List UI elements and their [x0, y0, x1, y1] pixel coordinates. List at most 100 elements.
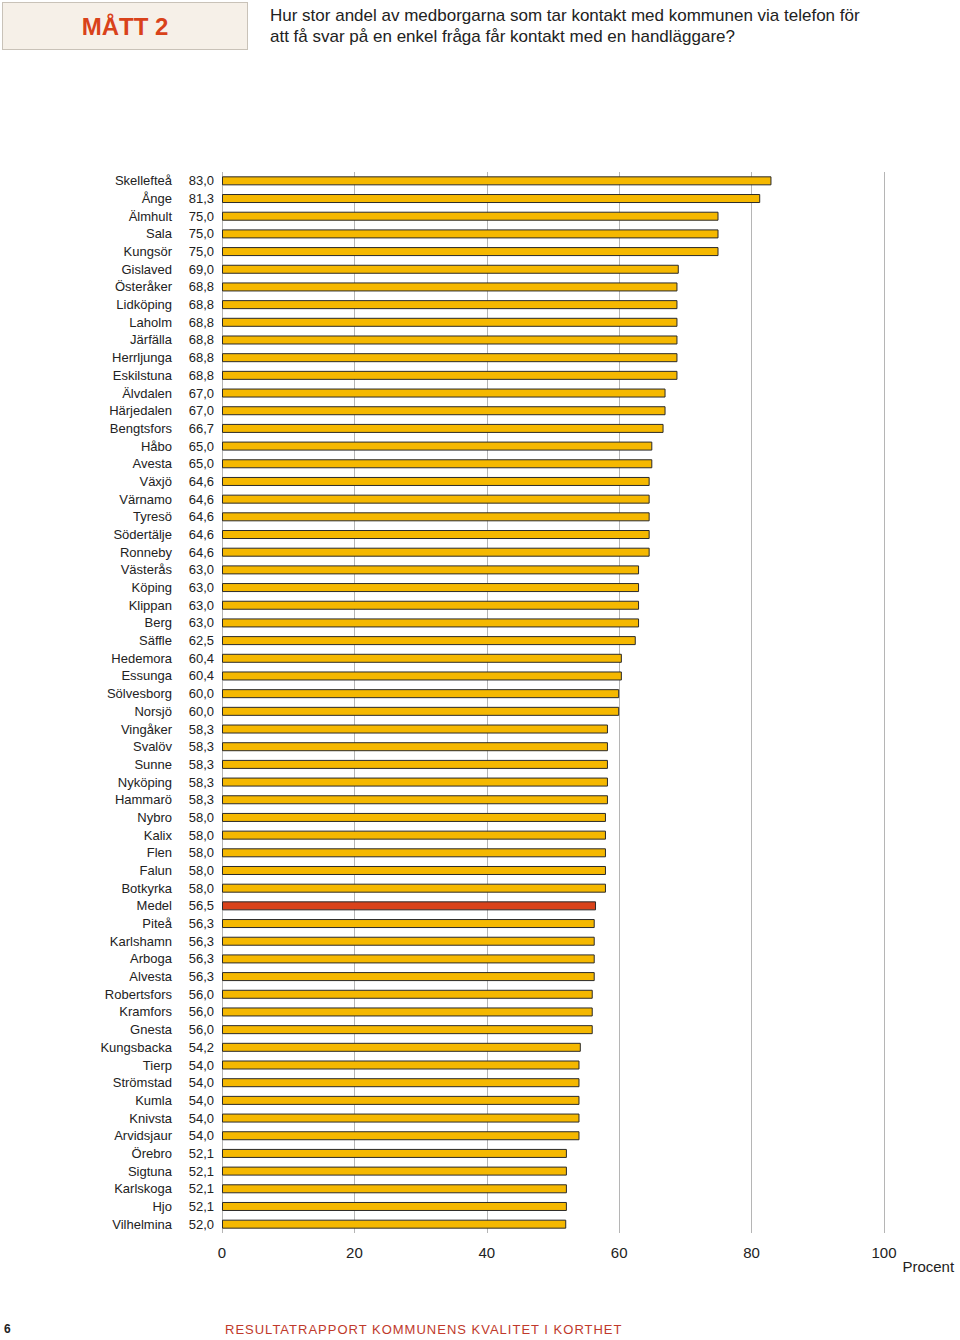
svg-text:100: 100 [871, 1244, 896, 1261]
svg-text:81,3: 81,3 [189, 191, 214, 206]
svg-text:56,3: 56,3 [189, 934, 214, 949]
svg-text:Vingåker: Vingåker [121, 722, 173, 737]
svg-text:Vilhelmina: Vilhelmina [112, 1217, 173, 1232]
svg-text:Gnesta: Gnesta [130, 1022, 173, 1037]
svg-text:Håbo: Håbo [141, 439, 172, 454]
svg-text:Eskilstuna: Eskilstuna [113, 368, 173, 383]
svg-text:Kramfors: Kramfors [119, 1004, 172, 1019]
svg-text:60,0: 60,0 [189, 704, 214, 719]
svg-text:0: 0 [218, 1244, 226, 1261]
svg-text:52,1: 52,1 [189, 1181, 214, 1196]
svg-text:56,0: 56,0 [189, 1004, 214, 1019]
svg-text:Bengtsfors: Bengtsfors [110, 421, 173, 436]
svg-text:20: 20 [346, 1244, 363, 1261]
svg-text:54,0: 54,0 [189, 1075, 214, 1090]
svg-text:Laholm: Laholm [129, 315, 172, 330]
svg-text:Norsjö: Norsjö [134, 704, 172, 719]
svg-text:68,8: 68,8 [189, 368, 214, 383]
svg-text:Sala: Sala [146, 226, 173, 241]
svg-text:58,0: 58,0 [189, 845, 214, 860]
svg-text:Alvesta: Alvesta [129, 969, 172, 984]
svg-text:52,1: 52,1 [189, 1164, 214, 1179]
svg-text:40: 40 [478, 1244, 495, 1261]
svg-text:Köping: Köping [132, 580, 172, 595]
svg-text:54,2: 54,2 [189, 1040, 214, 1055]
svg-text:Älvdalen: Älvdalen [122, 386, 172, 401]
svg-text:54,0: 54,0 [189, 1128, 214, 1143]
svg-text:64,6: 64,6 [189, 492, 214, 507]
svg-text:63,0: 63,0 [189, 562, 214, 577]
svg-text:58,0: 58,0 [189, 881, 214, 896]
svg-text:56,3: 56,3 [189, 951, 214, 966]
svg-text:Ronneby: Ronneby [120, 545, 173, 560]
svg-text:67,0: 67,0 [189, 386, 214, 401]
svg-text:Älmhult: Älmhult [129, 209, 173, 224]
svg-text:Karlshamn: Karlshamn [110, 934, 172, 949]
svg-text:60: 60 [611, 1244, 628, 1261]
svg-text:Knivsta: Knivsta [129, 1111, 172, 1126]
svg-text:52,0: 52,0 [189, 1217, 214, 1232]
svg-text:54,0: 54,0 [189, 1093, 214, 1108]
svg-text:Växjö: Växjö [139, 474, 172, 489]
svg-text:68,8: 68,8 [189, 315, 214, 330]
svg-text:58,3: 58,3 [189, 775, 214, 790]
svg-text:Falun: Falun [139, 863, 172, 878]
svg-text:Österåker: Österåker [115, 279, 173, 294]
svg-text:68,8: 68,8 [189, 332, 214, 347]
svg-text:52,1: 52,1 [189, 1146, 214, 1161]
svg-text:Klippan: Klippan [129, 598, 172, 613]
svg-text:Berg: Berg [145, 615, 172, 630]
svg-text:Hammarö: Hammarö [115, 792, 172, 807]
svg-text:Skellefteå: Skellefteå [115, 173, 173, 188]
svg-text:Värnamo: Värnamo [119, 492, 172, 507]
svg-text:68,8: 68,8 [189, 297, 214, 312]
svg-text:Kungsör: Kungsör [124, 244, 173, 259]
svg-text:Tyresö: Tyresö [133, 509, 172, 524]
svg-text:75,0: 75,0 [189, 226, 214, 241]
svg-text:52,1: 52,1 [189, 1199, 214, 1214]
svg-text:Gislaved: Gislaved [121, 262, 172, 277]
svg-text:Robertsfors: Robertsfors [105, 987, 173, 1002]
svg-text:Botkyrka: Botkyrka [121, 881, 172, 896]
svg-text:56,0: 56,0 [189, 1022, 214, 1037]
svg-text:Piteå: Piteå [142, 916, 172, 931]
svg-text:66,7: 66,7 [189, 421, 214, 436]
svg-text:80: 80 [743, 1244, 760, 1261]
svg-text:Karlskoga: Karlskoga [114, 1181, 173, 1196]
svg-text:58,3: 58,3 [189, 792, 214, 807]
svg-text:Kungsbacka: Kungsbacka [100, 1040, 172, 1055]
svg-text:Nybro: Nybro [137, 810, 172, 825]
svg-text:64,6: 64,6 [189, 474, 214, 489]
svg-text:63,0: 63,0 [189, 598, 214, 613]
svg-text:63,0: 63,0 [189, 615, 214, 630]
svg-text:Kalix: Kalix [144, 828, 173, 843]
svg-text:75,0: 75,0 [189, 209, 214, 224]
svg-text:68,8: 68,8 [189, 279, 214, 294]
svg-text:Herrljunga: Herrljunga [112, 350, 173, 365]
svg-text:69,0: 69,0 [189, 262, 214, 277]
svg-text:Sigtuna: Sigtuna [128, 1164, 173, 1179]
svg-text:Hedemora: Hedemora [111, 651, 172, 666]
svg-text:Järfälla: Järfälla [130, 332, 173, 347]
svg-text:54,0: 54,0 [189, 1058, 214, 1073]
svg-text:56,0: 56,0 [189, 987, 214, 1002]
svg-text:Arboga: Arboga [130, 951, 173, 966]
svg-text:65,0: 65,0 [189, 456, 214, 471]
svg-text:Avesta: Avesta [132, 456, 172, 471]
svg-text:Essunga: Essunga [121, 668, 172, 683]
svg-text:58,3: 58,3 [189, 757, 214, 772]
svg-text:Arvidsjaur: Arvidsjaur [114, 1128, 172, 1143]
svg-text:Lidköping: Lidköping [116, 297, 172, 312]
svg-text:Flen: Flen [147, 845, 172, 860]
svg-text:Strömstad: Strömstad [113, 1075, 172, 1090]
svg-text:54,0: 54,0 [189, 1111, 214, 1126]
svg-text:Västerås: Västerås [121, 562, 173, 577]
svg-text:64,6: 64,6 [189, 527, 214, 542]
svg-text:65,0: 65,0 [189, 439, 214, 454]
svg-text:63,0: 63,0 [189, 580, 214, 595]
svg-text:Medel: Medel [137, 898, 173, 913]
svg-text:67,0: 67,0 [189, 403, 214, 418]
svg-text:83,0: 83,0 [189, 173, 214, 188]
svg-text:58,0: 58,0 [189, 863, 214, 878]
svg-text:58,0: 58,0 [189, 810, 214, 825]
